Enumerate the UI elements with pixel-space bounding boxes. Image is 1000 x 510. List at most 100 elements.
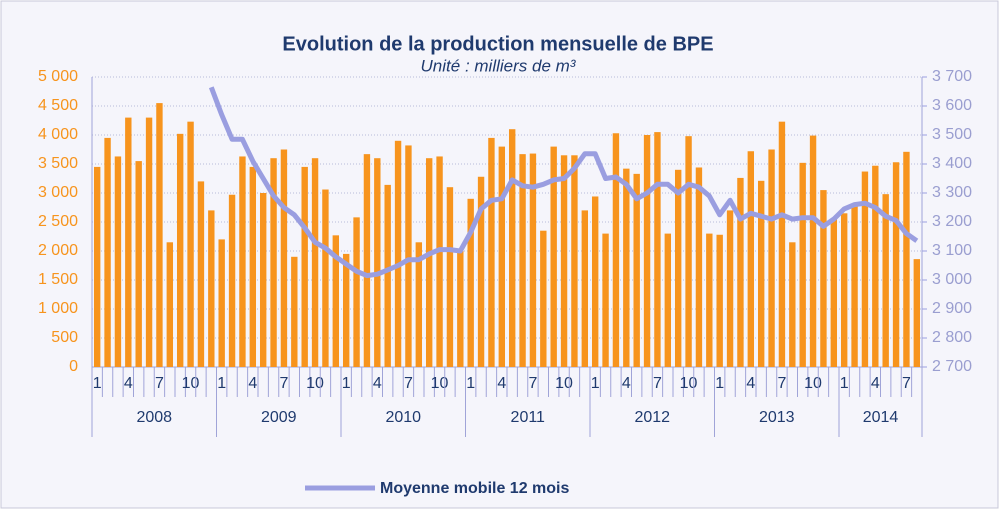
bar bbox=[322, 189, 329, 367]
x-tick-label: 7 bbox=[653, 375, 662, 392]
bar bbox=[374, 158, 381, 367]
bar bbox=[685, 136, 692, 367]
bar bbox=[291, 256, 298, 367]
y-tick-label: 3 000 bbox=[38, 184, 78, 201]
y2-tick-label: 3 200 bbox=[932, 213, 972, 230]
bar bbox=[405, 145, 412, 367]
legend-label: Moyenne mobile 12 mois bbox=[380, 480, 569, 497]
bar bbox=[581, 210, 589, 367]
bar bbox=[861, 171, 869, 367]
bar bbox=[363, 154, 371, 367]
bar bbox=[477, 176, 485, 367]
y2-tick-label: 2 800 bbox=[932, 329, 972, 346]
bar bbox=[571, 155, 578, 367]
bar bbox=[612, 133, 620, 367]
x-tick-label: 10 bbox=[306, 375, 324, 392]
bar bbox=[716, 234, 723, 367]
bar bbox=[280, 149, 288, 367]
bar bbox=[311, 158, 319, 367]
bar bbox=[342, 253, 350, 367]
bar bbox=[851, 204, 858, 367]
x-tick-label: 10 bbox=[182, 375, 200, 392]
bar bbox=[249, 166, 257, 367]
x-tick-label: 1 bbox=[715, 375, 724, 392]
bar bbox=[778, 121, 786, 367]
y2-tick-label: 3 400 bbox=[932, 155, 972, 172]
x-tick-label: 4 bbox=[871, 375, 880, 392]
bar bbox=[654, 132, 661, 367]
y2-tick-label: 2 900 bbox=[932, 300, 972, 317]
bar bbox=[643, 135, 651, 367]
x-tick-label: 7 bbox=[279, 375, 288, 392]
bar bbox=[820, 190, 827, 367]
bar bbox=[809, 135, 817, 367]
x-tick-label: 1 bbox=[217, 375, 226, 392]
bar bbox=[519, 154, 526, 367]
chart-subtitle: Unité : milliers de m³ bbox=[421, 56, 577, 75]
y-tick-label: 4 500 bbox=[38, 97, 78, 114]
x-tick-label: 4 bbox=[746, 375, 755, 392]
bar bbox=[602, 233, 609, 367]
bar bbox=[93, 166, 101, 367]
x-tick-label: 4 bbox=[622, 375, 631, 392]
bar bbox=[664, 233, 672, 367]
bar bbox=[560, 155, 568, 367]
bar bbox=[623, 168, 630, 367]
y2-tick-label: 2 700 bbox=[932, 358, 972, 375]
x-tick-label: 7 bbox=[528, 375, 537, 392]
bar bbox=[135, 161, 142, 367]
x-tick-label: 1 bbox=[591, 375, 600, 392]
y2-tick-label: 3 300 bbox=[932, 184, 972, 201]
year-label: 2008 bbox=[136, 409, 172, 426]
bar bbox=[695, 167, 703, 367]
bar bbox=[840, 213, 848, 367]
bar bbox=[218, 239, 225, 367]
y-tick-label: 5 000 bbox=[38, 68, 78, 85]
bar bbox=[239, 156, 246, 367]
bar bbox=[757, 180, 765, 367]
x-tick-label: 7 bbox=[902, 375, 911, 392]
y2-tick-label: 3 000 bbox=[932, 271, 972, 288]
bar bbox=[425, 158, 433, 367]
bar bbox=[903, 151, 910, 367]
x-tick-label: 1 bbox=[840, 375, 849, 392]
bar bbox=[892, 162, 900, 367]
y2-tick-label: 3 700 bbox=[932, 68, 972, 85]
bar bbox=[768, 149, 775, 367]
bar bbox=[114, 156, 122, 367]
x-tick-label: 10 bbox=[431, 375, 449, 392]
x-tick-label: 4 bbox=[124, 375, 133, 392]
x-tick-label: 10 bbox=[680, 375, 698, 392]
bar bbox=[550, 146, 557, 367]
bar bbox=[633, 173, 640, 367]
bar bbox=[197, 181, 205, 367]
bar bbox=[446, 187, 454, 367]
year-label: 2013 bbox=[759, 409, 795, 426]
year-label: 2010 bbox=[385, 409, 421, 426]
bar bbox=[872, 165, 879, 367]
bar bbox=[913, 259, 921, 367]
bar bbox=[104, 137, 111, 367]
bar bbox=[737, 177, 744, 367]
x-tick-label: 10 bbox=[555, 375, 573, 392]
x-tick-label: 10 bbox=[804, 375, 822, 392]
bar bbox=[540, 230, 547, 367]
bar bbox=[674, 169, 682, 367]
bar bbox=[176, 133, 184, 367]
bar bbox=[394, 140, 402, 367]
x-tick-label: 1 bbox=[466, 375, 475, 392]
bar bbox=[228, 194, 236, 367]
bar bbox=[457, 251, 464, 367]
x-tick-label: 4 bbox=[373, 375, 382, 392]
bar bbox=[467, 198, 474, 367]
bar bbox=[259, 193, 267, 367]
bar bbox=[166, 242, 174, 367]
y-tick-label: 1 000 bbox=[38, 300, 78, 317]
y-tick-label: 3 500 bbox=[38, 155, 78, 172]
line bbox=[208, 86, 919, 279]
bar bbox=[529, 153, 537, 367]
bar bbox=[747, 151, 755, 367]
bar bbox=[187, 121, 194, 367]
bar bbox=[882, 194, 889, 367]
x-tick-label: 7 bbox=[777, 375, 786, 392]
